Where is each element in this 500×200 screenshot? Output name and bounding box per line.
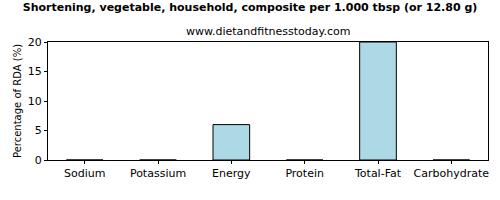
svg-text:10: 10: [28, 95, 42, 108]
svg-text:Potassium: Potassium: [130, 167, 186, 180]
svg-text:Protein: Protein: [285, 167, 324, 180]
svg-text:5: 5: [35, 124, 42, 137]
svg-text:Sodium: Sodium: [64, 167, 105, 180]
svg-text:Shortening, vegetable, househo: Shortening, vegetable, household, compos…: [23, 1, 478, 14]
svg-text:Carbohydrate: Carbohydrate: [414, 167, 490, 180]
svg-text:Total-Fat: Total-Fat: [354, 167, 402, 180]
svg-text:0: 0: [35, 154, 42, 167]
svg-text:20: 20: [28, 36, 42, 49]
svg-text:www.dietandfitnesstoday.com: www.dietandfitnesstoday.com: [186, 25, 350, 38]
svg-text:Percentage of RDA (%): Percentage of RDA (%): [12, 44, 23, 158]
svg-text:15: 15: [28, 65, 42, 78]
svg-text:Energy: Energy: [212, 167, 251, 180]
